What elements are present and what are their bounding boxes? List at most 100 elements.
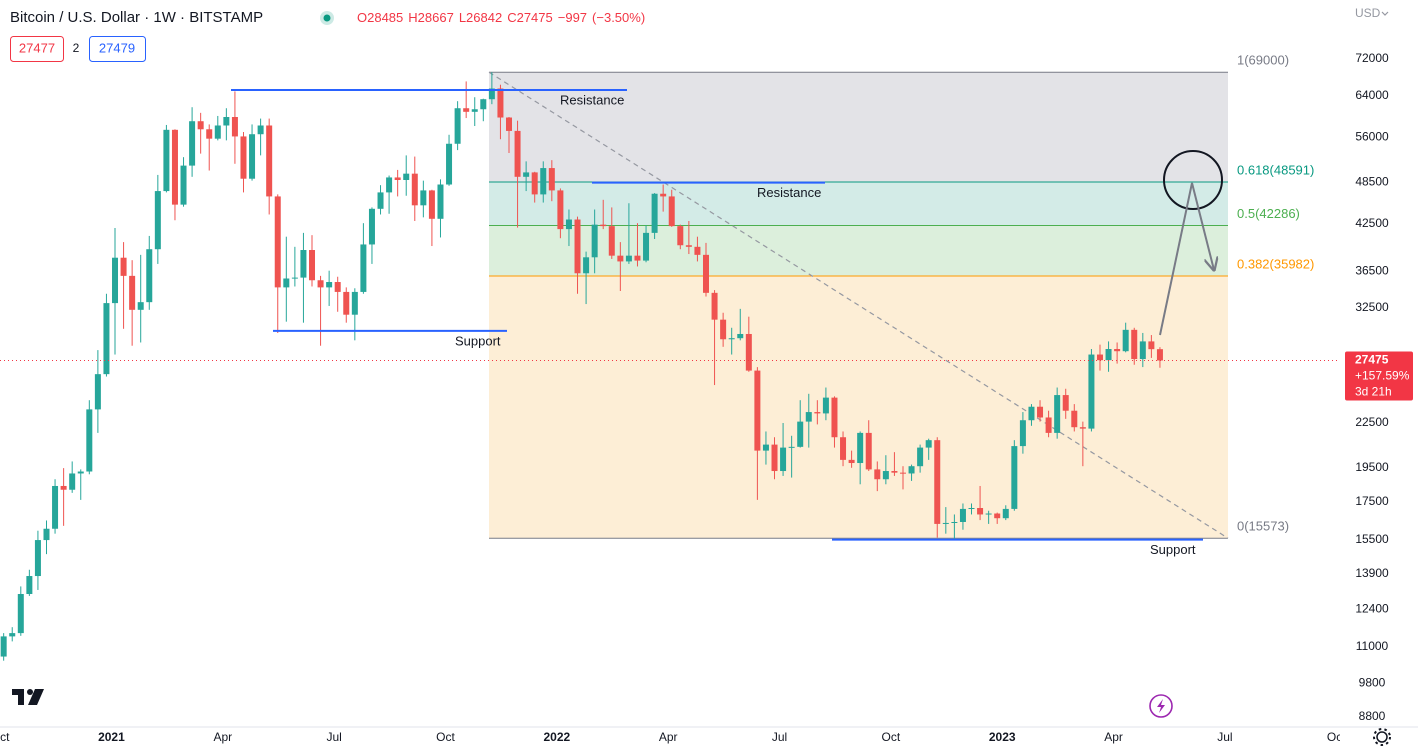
candle-body bbox=[300, 250, 307, 278]
candle-body bbox=[848, 459, 855, 464]
candle-body bbox=[1079, 427, 1086, 429]
fib-zone bbox=[489, 181, 1228, 226]
y-tick-label: 11000 bbox=[1356, 639, 1389, 653]
candle-body bbox=[488, 88, 495, 100]
candle-body bbox=[309, 250, 316, 281]
candle-body bbox=[343, 291, 350, 315]
candle-body bbox=[146, 249, 153, 303]
ohlc-item: (−3.50%) bbox=[592, 10, 645, 25]
candle-body bbox=[685, 245, 692, 247]
candle-body bbox=[1062, 395, 1069, 411]
candle-body bbox=[274, 196, 281, 288]
candle-body bbox=[52, 485, 59, 529]
x-tick-label: Jul bbox=[1217, 730, 1232, 744]
x-tick-label: Jul bbox=[772, 730, 787, 744]
sell-button[interactable] bbox=[10, 36, 64, 62]
candle-body bbox=[762, 444, 769, 451]
candle-body bbox=[77, 471, 84, 474]
candle-body bbox=[86, 409, 93, 472]
candle-body bbox=[180, 165, 187, 205]
fib-zone bbox=[489, 225, 1228, 277]
candle-body bbox=[1071, 410, 1078, 428]
candle-body bbox=[994, 513, 1001, 519]
candle-body bbox=[9, 633, 16, 637]
candle-body bbox=[643, 232, 650, 261]
candle-body bbox=[668, 196, 675, 227]
y-tick-label: 56000 bbox=[1355, 130, 1389, 144]
fib-zone bbox=[489, 276, 1228, 539]
gear-ring bbox=[1376, 731, 1388, 743]
x-tick-label: Jul bbox=[326, 730, 341, 744]
spread: 2 bbox=[73, 41, 80, 55]
candle-body bbox=[625, 255, 632, 262]
candle-body bbox=[822, 397, 829, 414]
candle-body bbox=[651, 193, 658, 233]
candle-body bbox=[600, 224, 607, 227]
candle-body bbox=[94, 374, 101, 410]
x-tick-label: Oct bbox=[0, 730, 10, 744]
x-tick-label: Oct bbox=[882, 730, 901, 744]
logo-part bbox=[27, 689, 33, 695]
candle-body bbox=[1148, 341, 1155, 350]
candle-body bbox=[283, 278, 290, 288]
candle-body bbox=[120, 257, 127, 276]
candle-body bbox=[857, 432, 864, 464]
candle-body bbox=[1105, 349, 1112, 361]
y-tick-label: 15500 bbox=[1355, 532, 1389, 546]
candle-body bbox=[677, 226, 684, 246]
candle-body bbox=[540, 168, 547, 195]
candle-body bbox=[506, 117, 512, 131]
trend-line-label: Resistance bbox=[560, 92, 624, 107]
tradingview-logo[interactable] bbox=[12, 689, 44, 705]
candle-body bbox=[771, 444, 778, 472]
candle-body bbox=[728, 338, 735, 340]
currency-selector[interactable]: USD bbox=[1355, 6, 1381, 20]
y-tick-label: 19500 bbox=[1355, 460, 1389, 474]
candle-body bbox=[223, 117, 230, 126]
candle-body bbox=[197, 121, 204, 130]
time-axis: Oct 2021 Apr Jul Oct 2022 Apr Jul Oct 2023 Apr Jul O… bbox=[0, 730, 1340, 744]
currency-chevron[interactable] bbox=[1381, 11, 1389, 16]
candle-body bbox=[788, 446, 795, 448]
candle-body bbox=[557, 190, 564, 230]
candle-body bbox=[326, 282, 333, 288]
candle-body bbox=[497, 88, 504, 118]
candle-body bbox=[591, 224, 598, 258]
target-circle bbox=[1163, 150, 1223, 210]
candle-body bbox=[334, 282, 341, 292]
candle-body bbox=[805, 412, 812, 422]
candle-body bbox=[0, 636, 7, 657]
settings-icon[interactable] bbox=[1373, 728, 1391, 746]
candle-body bbox=[660, 193, 667, 197]
candle-body bbox=[1139, 341, 1146, 360]
candle-body bbox=[1096, 354, 1103, 361]
candle-body bbox=[171, 129, 178, 205]
candle-body bbox=[60, 485, 67, 490]
candle-body bbox=[189, 121, 196, 166]
candle-body bbox=[925, 440, 932, 448]
candle-body bbox=[720, 319, 727, 340]
candle-body bbox=[163, 129, 170, 192]
candle-body bbox=[968, 507, 975, 509]
buy-price[interactable]: 27479 bbox=[99, 40, 135, 55]
trend-line-label: Resistance bbox=[757, 185, 821, 200]
y-tick-label: 22500 bbox=[1355, 415, 1389, 429]
projection-arrow bbox=[1159, 182, 1214, 336]
ohlc-values: O28485 H28667 L26842 C27475 −997 (−3.50%) bbox=[357, 10, 645, 25]
candle-body bbox=[154, 191, 161, 250]
trend-line-label: Support bbox=[455, 333, 501, 348]
candle-body bbox=[702, 254, 709, 293]
candle-body bbox=[1002, 508, 1009, 519]
candle-body bbox=[942, 522, 949, 524]
alerts-icon[interactable] bbox=[1149, 694, 1173, 718]
candle-body bbox=[206, 129, 213, 139]
y-tick-label: 42500 bbox=[1355, 216, 1389, 230]
sell-price[interactable]: 27477 bbox=[19, 40, 55, 55]
candle-body bbox=[1028, 406, 1035, 421]
candle-body bbox=[480, 99, 487, 110]
icon-bolt bbox=[1157, 699, 1165, 713]
plot-area bbox=[0, 71, 1340, 661]
candle-body bbox=[240, 136, 247, 179]
buy-button[interactable] bbox=[89, 36, 146, 62]
candle-body bbox=[463, 108, 470, 112]
